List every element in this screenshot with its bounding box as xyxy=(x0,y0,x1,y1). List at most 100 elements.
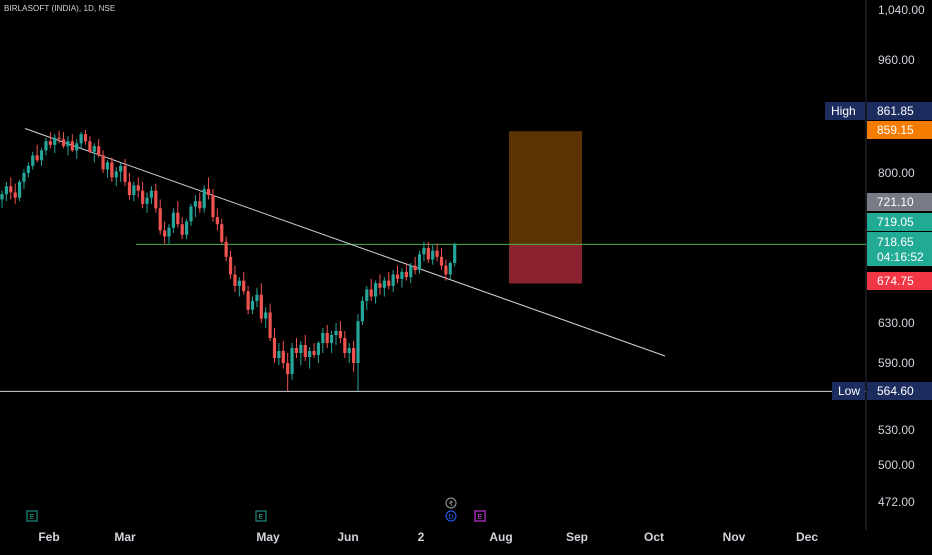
candle xyxy=(422,241,426,262)
candle-body xyxy=(92,146,96,152)
candle-body xyxy=(286,363,290,375)
price-label-box xyxy=(867,121,932,139)
candle xyxy=(119,162,123,182)
candle xyxy=(373,280,378,304)
y-tick-label: 500.00 xyxy=(878,458,915,472)
candle xyxy=(35,144,39,163)
price-label: 564.60 Low xyxy=(832,382,932,400)
stop-zone xyxy=(509,244,582,284)
candle-body xyxy=(127,181,132,196)
candle xyxy=(70,134,74,152)
candle-body xyxy=(347,348,351,353)
candle xyxy=(9,177,13,200)
candle-body xyxy=(338,331,343,338)
candle-body xyxy=(132,185,136,196)
y-tick-label: 1,040.00 xyxy=(878,3,925,17)
candle-body xyxy=(246,291,250,310)
candle xyxy=(224,236,228,262)
candle-body xyxy=(400,271,404,279)
candle-body xyxy=(17,181,22,198)
candle-body xyxy=(369,289,373,297)
price-label: 721.10 xyxy=(867,193,932,211)
candle-body xyxy=(39,150,44,161)
candle xyxy=(215,208,219,231)
price-label-value: 719.05 xyxy=(877,215,914,229)
candle-body xyxy=(422,248,426,255)
candle xyxy=(299,341,303,366)
candle-body xyxy=(110,162,114,178)
candle-body xyxy=(224,241,228,257)
candle-body xyxy=(149,190,154,198)
candle-body xyxy=(387,280,391,286)
candle xyxy=(141,181,145,209)
candle-body xyxy=(308,351,312,357)
candle xyxy=(237,277,241,297)
candle xyxy=(259,283,263,323)
candle xyxy=(417,250,422,274)
candle-body xyxy=(145,197,149,204)
candle xyxy=(97,139,101,158)
candle xyxy=(13,183,17,204)
candle xyxy=(180,217,184,240)
price-label-value: 721.10 xyxy=(877,195,914,209)
price-label-value: 718.65 xyxy=(877,235,914,249)
candle-body xyxy=(97,146,101,156)
earnings-marker-icon: E xyxy=(474,510,486,522)
candle xyxy=(110,157,114,182)
marker-frame xyxy=(26,510,38,522)
candle-body xyxy=(391,274,395,286)
candle-body xyxy=(206,188,211,196)
candle-body xyxy=(426,248,430,260)
x-tick-label: Dec xyxy=(796,530,818,544)
candle-body xyxy=(264,312,268,319)
candle xyxy=(233,265,237,293)
candle-body xyxy=(189,206,193,222)
candle xyxy=(356,314,360,391)
marker-glyph: D xyxy=(448,514,453,521)
y-tick-label: 960.00 xyxy=(878,53,915,67)
candle xyxy=(158,199,162,235)
candle-body xyxy=(382,280,386,288)
candle-body xyxy=(35,155,39,161)
candle xyxy=(413,256,417,275)
candle-body xyxy=(167,227,171,237)
candle xyxy=(431,245,435,265)
candle-body xyxy=(409,265,413,278)
candle xyxy=(369,278,373,301)
marker-frame xyxy=(445,497,457,509)
candle-body xyxy=(61,139,66,147)
dividend-marker-icon: ₹ xyxy=(445,497,457,509)
candle xyxy=(26,162,30,178)
candle xyxy=(281,341,285,369)
candle xyxy=(39,148,44,166)
candle xyxy=(435,243,439,262)
candle xyxy=(409,263,413,284)
x-tick-label: Sep xyxy=(566,530,588,544)
candle xyxy=(391,270,395,293)
candle xyxy=(189,203,193,226)
candle xyxy=(206,177,211,200)
candle-body xyxy=(435,250,439,257)
candle xyxy=(246,285,250,315)
candle xyxy=(308,347,312,369)
candle xyxy=(220,218,224,244)
candle xyxy=(286,353,290,391)
candle xyxy=(268,303,272,341)
price-label-box xyxy=(867,232,932,266)
candle-body xyxy=(268,312,272,338)
x-tick-label: Mar xyxy=(114,530,136,544)
candle xyxy=(395,265,400,284)
candle-body xyxy=(290,348,294,375)
dividend-marker-icon: D xyxy=(445,510,457,522)
candle-body xyxy=(299,345,303,353)
candle xyxy=(149,186,154,204)
candle-body xyxy=(215,217,219,225)
candle-body xyxy=(202,188,206,209)
candle xyxy=(22,169,26,189)
candle xyxy=(347,343,351,363)
target-zone xyxy=(509,131,582,245)
candle xyxy=(264,307,268,328)
